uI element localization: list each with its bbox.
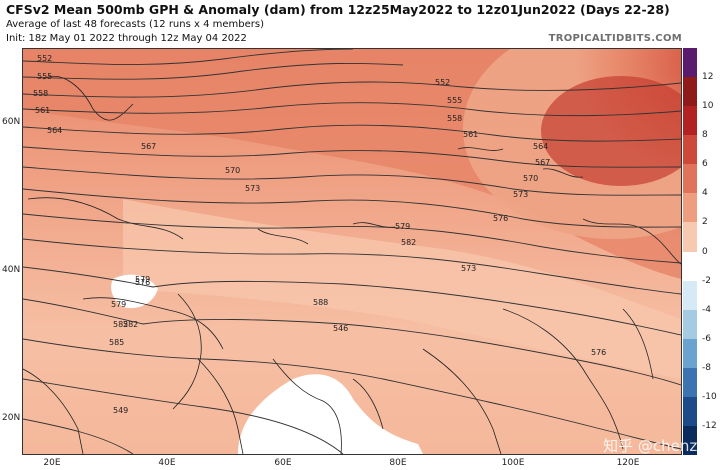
colorbar-tick: 8 bbox=[702, 130, 708, 141]
contour-label: 561 bbox=[35, 106, 50, 115]
contour-label: 576 bbox=[493, 214, 508, 223]
lat-label-20n: 20N bbox=[2, 413, 21, 423]
chart-title: CFSv2 Mean 500mb GPH & Anomaly (dam) fro… bbox=[6, 2, 670, 17]
contour-label: 555 bbox=[37, 72, 52, 81]
lon-label-20e: 20E bbox=[43, 458, 61, 468]
lon-label-100e: 100E bbox=[501, 458, 525, 468]
brand-label: TROPICALTIDBITS.COM bbox=[548, 33, 682, 44]
contour-label: 564 bbox=[533, 142, 548, 151]
lat-label-60n: 60N bbox=[2, 117, 21, 127]
contour-label: 585 bbox=[109, 338, 124, 347]
anomaly-colorbar bbox=[683, 48, 697, 456]
colorbar-swatch bbox=[683, 396, 697, 427]
contour-label: 558 bbox=[33, 89, 48, 98]
colorbar-tick: -2 bbox=[702, 275, 711, 286]
contour-label: 573 bbox=[245, 184, 260, 193]
contour-label: 549 bbox=[113, 406, 128, 415]
contour-label: 552 bbox=[37, 54, 52, 63]
contour-label: 579 bbox=[135, 275, 150, 284]
contour-label: 576 bbox=[591, 348, 606, 357]
colorbar-tick: 0 bbox=[702, 246, 708, 257]
anomaly-map: 552 555 558 561 564 567 570 573 576 579 582 585 588 5… bbox=[22, 48, 682, 455]
colorbar-swatch bbox=[683, 338, 697, 369]
contour-label: 561 bbox=[463, 130, 478, 139]
lon-label-80e: 80E bbox=[389, 458, 407, 468]
contour-label: 579 bbox=[111, 300, 126, 309]
colorbar-tick: 2 bbox=[702, 217, 708, 228]
contour-label: 582 bbox=[401, 238, 416, 247]
contour-label: 570 bbox=[523, 174, 538, 183]
contour-label: 576 bbox=[135, 278, 150, 287]
lon-label-120e: 120E bbox=[616, 458, 640, 468]
colorbar-swatch bbox=[683, 367, 697, 398]
lon-label-40e: 40E bbox=[158, 458, 176, 468]
contour-label: 582 bbox=[113, 320, 128, 329]
lon-label-60e: 60E bbox=[274, 458, 292, 468]
contour-label: 573 bbox=[461, 264, 476, 273]
colorbar-swatch bbox=[683, 222, 697, 252]
contour-label: 567 bbox=[535, 158, 550, 167]
contour-label: 579 bbox=[395, 222, 410, 231]
contour-label: 582 bbox=[123, 320, 138, 329]
colorbar-tick: -8 bbox=[702, 362, 711, 373]
colorbar-swatch bbox=[683, 425, 697, 456]
colorbar-swatch bbox=[683, 77, 697, 107]
colorbar-tick: -10 bbox=[702, 391, 717, 402]
watermark: 知乎 @chenzhe bbox=[603, 437, 716, 455]
colorbar-swatch bbox=[683, 251, 697, 282]
colorbar-tick: -4 bbox=[702, 304, 711, 315]
colorbar-swatch bbox=[683, 164, 697, 194]
colorbar-tick: 4 bbox=[702, 188, 708, 199]
contour-label: 564 bbox=[47, 126, 62, 135]
contour-label: 573 bbox=[513, 190, 528, 199]
contour-label: 588 bbox=[313, 298, 328, 307]
colorbar-swatch bbox=[683, 309, 697, 340]
init-range: Init: 18z May 01 2022 through 12z May 04… bbox=[6, 33, 247, 44]
colorbar-tick: 12 bbox=[702, 72, 714, 83]
colorbar-swatch bbox=[683, 280, 697, 311]
contour-label: 558 bbox=[447, 114, 462, 123]
colorbar-swatch bbox=[683, 135, 697, 165]
colorbar-swatch bbox=[683, 193, 697, 223]
colorbar-swatch bbox=[683, 106, 697, 136]
contour-label: 546 bbox=[333, 324, 348, 333]
contour-label: 567 bbox=[141, 142, 156, 151]
colorbar-tick: 6 bbox=[702, 159, 708, 170]
lat-label-40n: 40N bbox=[2, 265, 21, 275]
colorbar-tick: -12 bbox=[702, 420, 717, 431]
contour-label: 552 bbox=[435, 78, 450, 87]
colorbar-swatch bbox=[683, 48, 697, 78]
chart-subtitle: Average of last 48 forecasts (12 runs x … bbox=[6, 19, 264, 30]
colorbar-tick: 10 bbox=[702, 101, 714, 112]
contour-label: 570 bbox=[225, 166, 240, 175]
contour-label: 555 bbox=[447, 96, 462, 105]
colorbar-tick: -6 bbox=[702, 333, 711, 344]
